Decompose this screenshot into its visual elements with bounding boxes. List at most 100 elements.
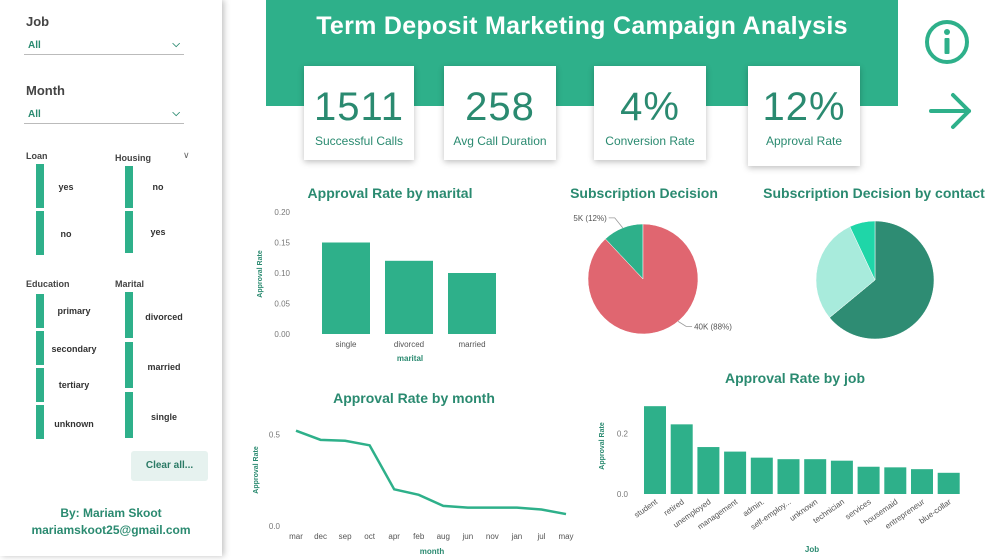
contact-pie-chart	[815, 220, 935, 340]
kpi-value: 4%	[620, 85, 680, 129]
x-tick-label: jul	[536, 532, 545, 541]
kpi-value: 258	[465, 85, 535, 129]
education-tile-tertiary[interactable]: tertiary	[36, 368, 106, 402]
education-tile-primary[interactable]: primary	[36, 294, 106, 328]
kpi-value: 1511	[313, 85, 404, 129]
x-tick-label: nov	[486, 532, 499, 541]
x-tick-label: dec	[314, 532, 327, 541]
housing-filter-label: Housing	[115, 153, 151, 163]
loan-tile-yes[interactable]: yes	[36, 164, 96, 208]
x-axis-label: month	[420, 547, 445, 556]
chevron-down-icon[interactable]: ∨	[183, 150, 190, 160]
month-dropdown[interactable]: All ⌵	[24, 106, 184, 124]
marital-tile-married[interactable]: married	[125, 342, 195, 388]
y-tick-label: 0.05	[274, 300, 290, 309]
job-filter-label: Job	[26, 14, 50, 29]
bar-selfemploy	[777, 459, 800, 494]
x-tick-label: aug	[437, 532, 450, 541]
y-tick-label: 0.10	[274, 269, 290, 278]
x-tick-label: single	[336, 340, 357, 349]
pie-slice	[849, 220, 876, 281]
loan-filter-label: Loan	[26, 151, 48, 161]
kpi-label: Approval Rate	[765, 134, 843, 148]
chart-title-job: Approval Rate by job	[724, 370, 866, 386]
education-tile-secondary[interactable]: secondary	[36, 331, 106, 365]
chart-title-marital: Approval Rate by marital	[307, 185, 473, 201]
housing-tile-yes[interactable]: yes	[125, 211, 185, 253]
y-axis-label: Approval Rate	[253, 446, 260, 494]
kpi-approval-rate: 12% Approval Rate	[748, 66, 860, 166]
bar-retired	[670, 424, 693, 494]
y-tick-label: 0.2	[617, 429, 629, 438]
y-tick-label: 0.0	[269, 522, 281, 531]
pie-slice	[815, 226, 876, 318]
x-tick-label: student	[632, 497, 659, 520]
month-dropdown-value: All	[28, 109, 41, 120]
leader-line	[677, 321, 693, 327]
y-axis-label: Approval Rate	[599, 422, 606, 470]
kpi-label: Successful Calls	[314, 134, 404, 148]
info-icon[interactable]	[924, 19, 970, 65]
bar-entrepreneur	[911, 469, 933, 494]
housing-tile-no[interactable]: no	[125, 166, 185, 208]
kpi-value: 12%	[762, 85, 846, 129]
bar-admin	[750, 457, 773, 494]
x-axis-label: Job	[805, 545, 819, 554]
subscription-pie-chart: 5K (12%) 40K (88%)	[573, 214, 732, 335]
x-tick-label: may	[558, 532, 573, 541]
pie-label: 40K (88%)	[694, 322, 732, 331]
bar-technician	[830, 460, 853, 494]
loan-tile-no[interactable]: no	[36, 211, 96, 255]
y-tick-label: 0.5	[269, 430, 281, 439]
chart-title-month: Approval Rate by month	[333, 390, 495, 406]
y-tick-label: 0.20	[274, 208, 290, 217]
leader-line	[608, 217, 624, 229]
bar-services	[857, 466, 880, 494]
month-line-chart: 0.0 0.5 mar dec sep oct apr feb aug jun nov jan jul m…	[253, 429, 574, 556]
pie-label: 5K (12%)	[573, 214, 607, 223]
bar-divorced	[385, 260, 433, 334]
chevron-down-icon: ⌵	[172, 108, 180, 119]
arrow-right-icon[interactable]	[928, 88, 974, 134]
marital-filter-label: Marital	[115, 279, 145, 289]
bar-unemployed	[697, 447, 720, 494]
chart-title-contact: Subscription Decision by contact	[763, 185, 985, 201]
job-dropdown-value: All	[28, 40, 41, 51]
bar-unknown	[804, 459, 827, 494]
y-tick-label: 0.0	[617, 490, 629, 499]
marital-tile-single[interactable]: single	[125, 392, 195, 438]
y-tick-label: 0.15	[274, 239, 290, 248]
marital-tile-divorced[interactable]: divorced	[125, 292, 195, 338]
kpi-conversion-rate: 4% Conversion Rate	[594, 66, 706, 160]
kpi-avg-call-duration: 258 Avg Call Duration	[444, 66, 556, 160]
x-tick-label: apr	[388, 532, 400, 541]
month-filter-label: Month	[26, 83, 65, 98]
kpi-label: Conversion Rate	[605, 134, 695, 148]
author-email: mariamskoot25@gmail.com	[31, 523, 191, 537]
series-line	[295, 429, 567, 516]
bar-student	[644, 406, 666, 494]
marital-bar-chart: 0.00 0.05 0.10 0.15 0.20 single divorced marrie…	[257, 208, 496, 363]
pie-slice	[587, 223, 699, 335]
job-dropdown[interactable]: All ⌵	[24, 37, 184, 55]
clear-all-button[interactable]: Clear all...	[131, 451, 208, 481]
y-axis-label: Approval Rate	[257, 250, 264, 298]
kpi-successful-calls: 1511 Successful Calls	[304, 66, 414, 160]
bar-housemaid	[884, 467, 907, 494]
education-tile-unknown[interactable]: unknown	[36, 405, 106, 439]
x-tick-label: jun	[461, 532, 473, 541]
education-filter-label: Education	[26, 279, 70, 289]
x-tick-label: sep	[339, 532, 352, 541]
x-tick-label: oct	[364, 532, 375, 541]
x-tick-label: jan	[511, 532, 523, 541]
y-tick-label: 0.00	[274, 330, 290, 339]
pie-slice	[829, 220, 935, 340]
bar-married	[448, 273, 496, 334]
x-tick-label: mar	[289, 532, 303, 541]
page-title: Term Deposit Marketing Campaign Analysis	[316, 12, 848, 40]
x-tick-label: divorced	[394, 340, 424, 349]
x-tick-label: feb	[413, 532, 425, 541]
x-axis-label: marital	[397, 354, 423, 363]
bar-bluecollar	[937, 472, 960, 494]
